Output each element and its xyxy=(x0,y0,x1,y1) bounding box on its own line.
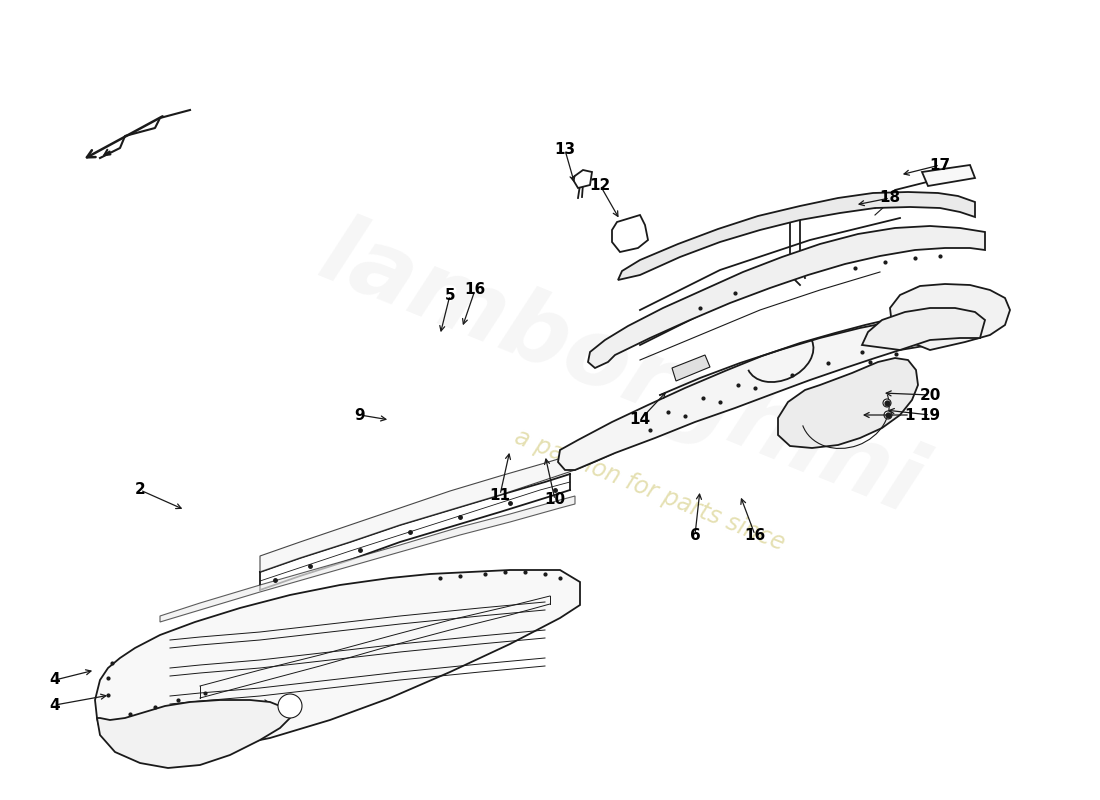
Text: 4: 4 xyxy=(50,698,60,713)
Text: lamborghini: lamborghini xyxy=(306,207,934,533)
Text: 13: 13 xyxy=(554,142,575,158)
Polygon shape xyxy=(260,448,615,572)
Text: a passion for parts since: a passion for parts since xyxy=(512,425,789,555)
Polygon shape xyxy=(612,215,648,252)
Polygon shape xyxy=(95,570,580,752)
Polygon shape xyxy=(558,315,980,470)
Text: 17: 17 xyxy=(930,158,950,173)
Text: 16: 16 xyxy=(464,282,485,298)
Text: 1: 1 xyxy=(904,407,915,422)
Circle shape xyxy=(883,399,891,407)
Polygon shape xyxy=(922,165,975,186)
Polygon shape xyxy=(572,170,592,188)
Polygon shape xyxy=(672,355,710,381)
Text: 12: 12 xyxy=(590,178,610,193)
Polygon shape xyxy=(890,284,1010,350)
Circle shape xyxy=(884,411,892,419)
Polygon shape xyxy=(862,308,984,350)
Polygon shape xyxy=(588,226,984,368)
Text: 19: 19 xyxy=(920,407,940,422)
Text: 14: 14 xyxy=(629,413,650,427)
Polygon shape xyxy=(618,192,975,280)
Text: 20: 20 xyxy=(920,387,940,402)
Circle shape xyxy=(278,694,303,718)
Text: 16: 16 xyxy=(745,527,766,542)
Text: 11: 11 xyxy=(490,487,510,502)
Polygon shape xyxy=(778,358,918,448)
Text: 6: 6 xyxy=(690,527,701,542)
Text: 18: 18 xyxy=(879,190,901,206)
Text: 4: 4 xyxy=(50,673,60,687)
Text: 5: 5 xyxy=(444,287,455,302)
Polygon shape xyxy=(160,496,575,622)
Text: 9: 9 xyxy=(354,407,365,422)
Text: 2: 2 xyxy=(134,482,145,498)
Polygon shape xyxy=(97,700,290,768)
Text: 10: 10 xyxy=(544,493,565,507)
